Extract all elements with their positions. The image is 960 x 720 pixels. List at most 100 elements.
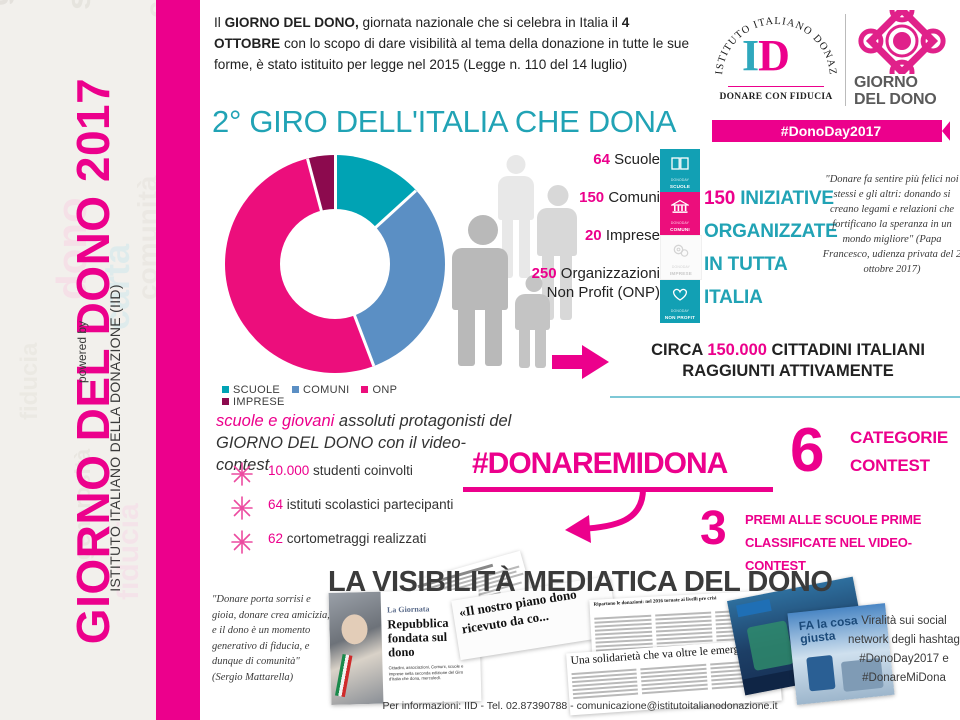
media-section-title: LA VISIBILITÀ MEDIATICA DEL DONO — [328, 566, 833, 598]
gdd-brand-line1: GIORNO — [854, 74, 918, 91]
bullet-number-shortfilms: 62 — [268, 531, 284, 546]
pope-quote: "Donare fa sentire più felici noi stessi… — [822, 172, 960, 277]
reach-number: 150.000 — [707, 341, 767, 359]
clipping-body-text: Cittadini, associazioni, Comuni, scuole … — [388, 663, 464, 682]
legend-swatch — [222, 398, 229, 405]
badge-scuole: DONODAY SCUOLE — [660, 149, 700, 192]
person-icon-3 — [448, 215, 518, 366]
badge-text-non-profit: DONODAY NON PROFIT — [660, 309, 700, 320]
legend-label: SCUOLE — [233, 384, 281, 396]
stat-label-onp-2: Non Profit (ONP) — [546, 284, 660, 301]
bullet-number-institutes: 64 — [268, 497, 284, 512]
gdd-brand-line2: DEL DONO — [854, 91, 937, 108]
initiatives-line1: 150 INIZIATIVE — [704, 182, 834, 215]
stat-label-imprese: Imprese — [605, 227, 660, 244]
bank-icon — [671, 199, 689, 213]
clipping-body: Cittadini, associazioni, Comuni, scuole … — [388, 663, 472, 682]
badge-text-imprese: DONODAY IMPRESE — [661, 265, 701, 276]
schools-highlight: scuole e giovani — [216, 412, 335, 430]
page-title: 2° GIRO DELL'ITALIA CHE DONA — [212, 104, 677, 139]
stat-row-onp: 250 Organizzazioni Non Profit (ONP) — [470, 264, 660, 302]
legend-label: COMUNI — [303, 384, 350, 396]
badge-imprese: DONODAY IMPRESE — [660, 235, 702, 280]
bullet-text-students: studenti coinvolti — [309, 463, 413, 478]
mattarella-quote: "Donare porta sorrisi e gioia, donare cr… — [212, 592, 332, 685]
stat-label-onp: Organizzazioni — [560, 265, 660, 282]
badge-column: DONODAY SCUOLE DONODAY COMUNI DONODAY IMPRE… — [660, 149, 702, 323]
initiatives-word: INIZIATIVE — [740, 188, 834, 209]
legend-label: IMPRESE — [233, 396, 285, 408]
donoday-hashtag-banner: #DonoDay2017 — [712, 120, 951, 142]
stats-list: 64 Scuole 150 Comuni 20 Imprese 250 Orga… — [470, 150, 660, 302]
legend-item-imprese: IMPRESE — [222, 396, 285, 408]
person-icon-4 — [512, 275, 556, 368]
donut-segment-separator — [334, 155, 337, 264]
legend-swatch — [222, 386, 229, 393]
bullet-institutes: 64 istituti scolastici partecipanti — [228, 494, 498, 528]
reach-line2: RAGGIUNTI ATTIVAMENTE — [682, 362, 894, 380]
badge-text-scuole: DONODAY SCUOLE — [660, 178, 700, 189]
intro-paragraph: Il GIORNO DEL DONO, giornata nazionale c… — [214, 12, 694, 75]
intro-text-2: giornata nazionale che si celebra in Ita… — [358, 15, 622, 30]
badge-sub-scuole: DONODAY — [670, 178, 690, 183]
bullet-students: 10.000 studenti coinvolti — [228, 460, 498, 494]
intro-text-4: , è stato istituito per legge nel 2015 (… — [248, 57, 628, 72]
legend-item-scuole: SCUOLE — [222, 384, 280, 396]
schools-bullets: 10.000 studenti coinvolti 64 istituti sc… — [228, 460, 498, 562]
iid-tagline: DONARE CON FIDUCIA — [719, 92, 833, 102]
schools-line1-rest: assoluti protagonisti del — [334, 412, 512, 430]
initiatives-number: 150 — [704, 188, 736, 209]
right-arrow-icon — [552, 345, 609, 379]
pope-quote-attribution: (Papa Francesco, udienza privata del 2 o… — [822, 234, 960, 275]
intro-text-3: con lo scopo di dare visibilità al tema … — [214, 36, 690, 72]
people-silhouettes — [440, 155, 580, 368]
iid-monogram: ID — [742, 30, 790, 81]
schools-line2: GIORNO DEL DONO con il video-contest — [216, 434, 467, 474]
iid-arc-text-icon: ISTITUTO ITALIANO DONAZIONE — [712, 8, 837, 76]
heart-icon — [672, 288, 688, 301]
legend-item-onp: ONP — [361, 384, 397, 396]
contest-hashtag-underline — [463, 487, 773, 492]
contest-categories-label: CATEGORIE CONTEST — [850, 424, 960, 480]
badge-sub-non-profit: DONODAY — [670, 309, 690, 314]
curved-arrow-icon — [565, 488, 646, 543]
badge-label-comuni: COMUNI — [670, 226, 690, 232]
logo-divider-line — [728, 86, 824, 87]
monogram-letter-i: I — [742, 31, 759, 80]
badge-non-profit: DONODAY NON PROFIT — [660, 280, 700, 323]
asterisk-star-icon — [231, 496, 253, 520]
schools-statement: scuole e giovani assoluti protagonisti d… — [216, 410, 516, 476]
legend-swatch — [292, 386, 300, 393]
sidebar-powered-by: powered by — [75, 320, 89, 384]
stat-number-comuni: 150 — [579, 189, 605, 206]
footer-contact: Per informazioni: IID - Tel. 02.87390788… — [382, 700, 778, 712]
contest-categories-number: 6 — [790, 416, 825, 485]
book-icon — [671, 157, 689, 170]
asterisk-star-icon — [231, 530, 253, 554]
intro-text-1: Il — [214, 15, 225, 30]
iid-logo: ISTITUTO ITALIANO DONAZIONE ID DONARE CO… — [712, 8, 840, 116]
badge-label-non-profit: NON PROFIT — [664, 314, 696, 320]
stat-label-scuole: Scuole — [614, 151, 660, 168]
initiatives-line2: ORGANIZZATE — [704, 221, 838, 242]
virality-note: Viralità sui social network degli hashta… — [848, 615, 960, 684]
logo-vertical-divider — [845, 14, 846, 106]
stat-row-imprese: 20 Imprese — [470, 226, 660, 264]
bullet-shortfilms: 62 cortometraggi realizzati — [228, 528, 498, 562]
clipping-kicker: La Giornata — [386, 604, 430, 615]
mattarella-quote-text: "Donare porta sorrisi e gioia, donare cr… — [212, 594, 330, 667]
contest-prizes-line1: PREMI ALLE SCUOLE PRIME — [745, 512, 922, 527]
gears-icon — [673, 244, 689, 257]
reach-underline — [610, 396, 960, 398]
diamond-rosette-icon — [858, 0, 946, 85]
logo-block: ISTITUTO ITALIANO DONAZIONE ID DONARE CO… — [712, 0, 951, 142]
bullet-text-institutes: istituti scolastici partecipanti — [283, 497, 454, 512]
badge-sub-imprese: DONODAY — [671, 265, 691, 270]
intro-bold-date: 4 OTTOBRE — [214, 15, 630, 51]
stat-number-imprese: 20 — [584, 227, 602, 244]
pope-quote-text: "Donare fa sentire più felici noi stessi… — [825, 174, 959, 245]
badge-text-comuni: DONODAY COMUNI — [660, 221, 700, 232]
badge-sub-comuni: DONODAY — [670, 221, 690, 226]
badge-label-scuole: SCUOLE — [669, 183, 691, 189]
